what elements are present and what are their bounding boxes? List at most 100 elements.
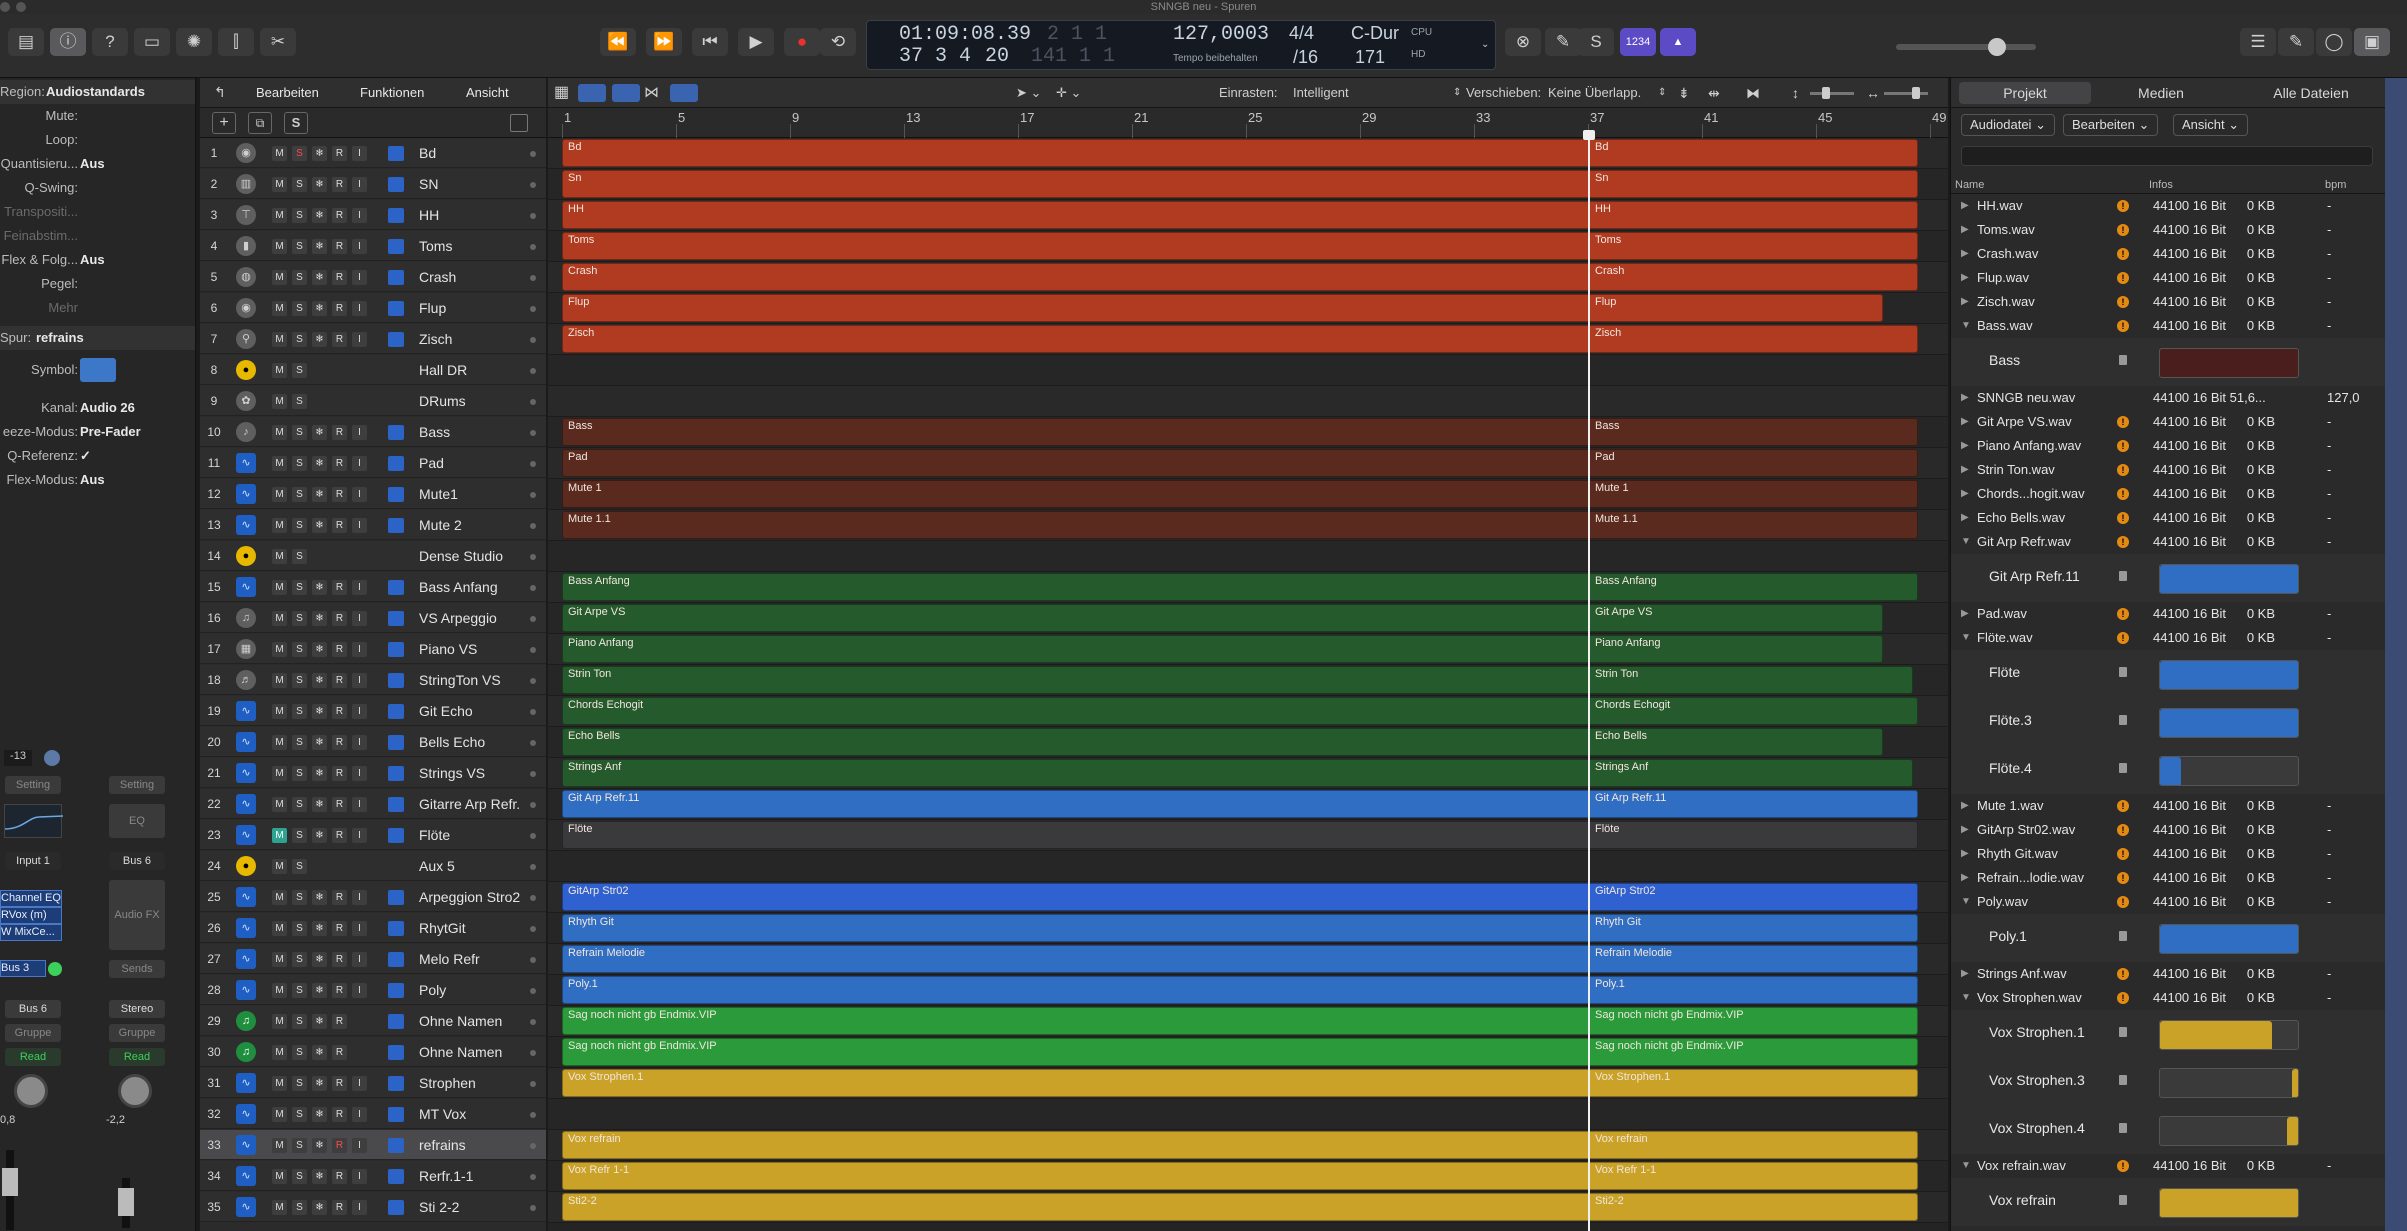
lcd-dropdown-icon[interactable]: ⌄: [1481, 39, 1490, 50]
mute-button[interactable]: M: [272, 704, 287, 719]
region[interactable]: Poly.1 Poly.1: [562, 976, 1918, 1004]
track-header[interactable]: 21 ∿ M S ❄ R I Strings VS: [200, 758, 546, 788]
output-slot-2[interactable]: Stereo: [109, 1000, 165, 1018]
file-row[interactable]: ▶ Echo Bells.wav! 44100 16 Bit 0 KB -: [1951, 506, 2386, 530]
disclosure-closed-icon[interactable]: ▶: [1961, 824, 1969, 835]
mute-button[interactable]: M: [272, 983, 287, 998]
input-monitor-button[interactable]: I: [352, 1076, 367, 1091]
input-monitor-button[interactable]: I: [352, 797, 367, 812]
track-name[interactable]: Bass Anfang: [419, 579, 498, 595]
freeze-button[interactable]: ❄: [312, 301, 327, 316]
input-monitor-button[interactable]: I: [352, 921, 367, 936]
setting-button-2[interactable]: Setting: [109, 776, 165, 794]
freeze-button[interactable]: ❄: [312, 611, 327, 626]
col-info[interactable]: Infos: [2149, 179, 2173, 191]
functions-menu[interactable]: Funktionen: [360, 85, 425, 100]
record-enable-button[interactable]: R: [332, 456, 347, 471]
record-enable-button[interactable]: R: [332, 239, 347, 254]
track-header[interactable]: 13 ∿ M S ❄ R I Mute 2: [200, 510, 546, 540]
input-monitor-button[interactable]: I: [352, 580, 367, 595]
automation-icon[interactable]: [388, 611, 404, 626]
mute-button[interactable]: M: [272, 890, 287, 905]
mute-button[interactable]: M: [272, 332, 287, 347]
record-enable-button[interactable]: R: [332, 518, 347, 533]
send-level-knob[interactable]: [48, 962, 62, 976]
track-header[interactable]: 23 ∿ M S ❄ R I Flöte: [200, 820, 546, 850]
mute-button[interactable]: M: [272, 270, 287, 285]
track-inspector-row[interactable]: Symbol:: [0, 358, 195, 382]
solo-button[interactable]: S: [292, 394, 307, 409]
freeze-button[interactable]: ❄: [312, 270, 327, 285]
mute-button[interactable]: M: [272, 301, 287, 316]
pointer-tool-icon[interactable]: ➤ ⌄: [1016, 85, 1042, 100]
track-header[interactable]: 35 ∿ M S ❄ R I Sti 2-2: [200, 1192, 546, 1222]
automation-icon[interactable]: [388, 642, 404, 657]
input-monitor-button[interactable]: I: [352, 766, 367, 781]
automation-icon[interactable]: [388, 1076, 404, 1091]
solo-button[interactable]: S: [292, 177, 307, 192]
automation-icon[interactable]: [388, 797, 404, 812]
mute-button[interactable]: M: [272, 1138, 287, 1153]
plugin-slot-1[interactable]: Channel EQ: [0, 890, 62, 907]
input-monitor-button[interactable]: I: [352, 270, 367, 285]
track-header[interactable]: 8 ● M S Hall DR: [200, 355, 546, 385]
solo-button[interactable]: S: [292, 642, 307, 657]
zoom-vertical-icon[interactable]: ⇟: [1678, 85, 1690, 101]
track-inspector-row[interactable]: Flex-Modus: Aus: [0, 468, 195, 492]
file-row[interactable]: ▶ Chords...hogit.wav! 44100 16 Bit 0 KB -: [1951, 482, 2386, 506]
automation-icon[interactable]: [388, 177, 404, 192]
disclosure-open-icon[interactable]: ▼: [1961, 992, 1971, 1003]
record-enable-button[interactable]: R: [332, 301, 347, 316]
input-monitor-button[interactable]: I: [352, 177, 367, 192]
solo-button[interactable]: S: [292, 1045, 307, 1060]
global-solo-button[interactable]: S: [284, 112, 308, 134]
lock-icon[interactable]: [2119, 931, 2127, 941]
browser-view-menu[interactable]: Ansicht ⌄: [2173, 114, 2249, 136]
region-overview[interactable]: [2159, 1116, 2299, 1146]
track-header[interactable]: 19 ∿ M S ❄ R I Git Echo: [200, 696, 546, 726]
freeze-button[interactable]: ❄: [312, 239, 327, 254]
track-name[interactable]: Gitarre Arp Refr.: [419, 796, 521, 812]
disclosure-closed-icon[interactable]: ▶: [1961, 872, 1969, 883]
automation-icon[interactable]: [388, 487, 404, 502]
record-enable-button[interactable]: R: [332, 425, 347, 440]
disclosure-open-icon[interactable]: ▼: [1961, 632, 1971, 643]
track-header[interactable]: 2 ▥ M S ❄ R I SN: [200, 169, 546, 199]
mute-button[interactable]: M: [272, 1200, 287, 1215]
freeze-button[interactable]: ❄: [312, 580, 327, 595]
automation-icon[interactable]: [388, 890, 404, 905]
window-controls[interactable]: [0, 2, 32, 16]
disclosure-open-icon[interactable]: ▼: [1961, 536, 1971, 547]
disclosure-open-icon[interactable]: ▼: [1961, 896, 1971, 907]
disclosure-closed-icon[interactable]: ▶: [1961, 848, 1969, 859]
solo-button[interactable]: S: [292, 704, 307, 719]
inspector-icon[interactable]: ⓘ: [50, 28, 86, 56]
file-row[interactable]: ▶ Flup.wav! 44100 16 Bit 0 KB -: [1951, 266, 2386, 290]
rewind-button[interactable]: ⏪: [600, 28, 636, 56]
solo-button[interactable]: S: [292, 1107, 307, 1122]
vertical-zoom-icon[interactable]: ↕: [1792, 85, 1799, 101]
region[interactable]: GitArp Str02 GitArp Str02: [562, 883, 1918, 911]
duplicate-track-icon[interactable]: ⧉: [248, 112, 272, 134]
freeze-button[interactable]: ❄: [312, 890, 327, 905]
input-monitor-button[interactable]: I: [352, 301, 367, 316]
file-row[interactable]: ▶ Refrain...lodie.wav! 44100 16 Bit 0 KB -: [1951, 866, 2386, 890]
freeze-button[interactable]: ❄: [312, 1045, 327, 1060]
edit-menu[interactable]: Bearbeiten: [256, 85, 319, 100]
freeze-button[interactable]: ❄: [312, 642, 327, 657]
tab-media[interactable]: Medien: [2138, 85, 2184, 101]
input-monitor-button[interactable]: I: [352, 890, 367, 905]
record-enable-button[interactable]: R: [332, 1014, 347, 1029]
solo-button[interactable]: S: [292, 859, 307, 874]
mute-button[interactable]: M: [272, 797, 287, 812]
track-name[interactable]: StringTon VS: [419, 672, 501, 688]
mute-button[interactable]: M: [272, 735, 287, 750]
region[interactable]: Mute 1.1 Mute 1.1: [562, 511, 1918, 539]
col-bpm[interactable]: bpm: [2325, 179, 2347, 191]
track-name[interactable]: Strophen: [419, 1075, 476, 1091]
file-row[interactable]: ▶ Pad.wav! 44100 16 Bit 0 KB -: [1951, 602, 2386, 626]
solo-button[interactable]: S: [292, 332, 307, 347]
input-monitor-button[interactable]: I: [352, 952, 367, 967]
region[interactable]: HH HH: [562, 201, 1918, 229]
notepad-icon[interactable]: ✎: [2278, 28, 2314, 56]
